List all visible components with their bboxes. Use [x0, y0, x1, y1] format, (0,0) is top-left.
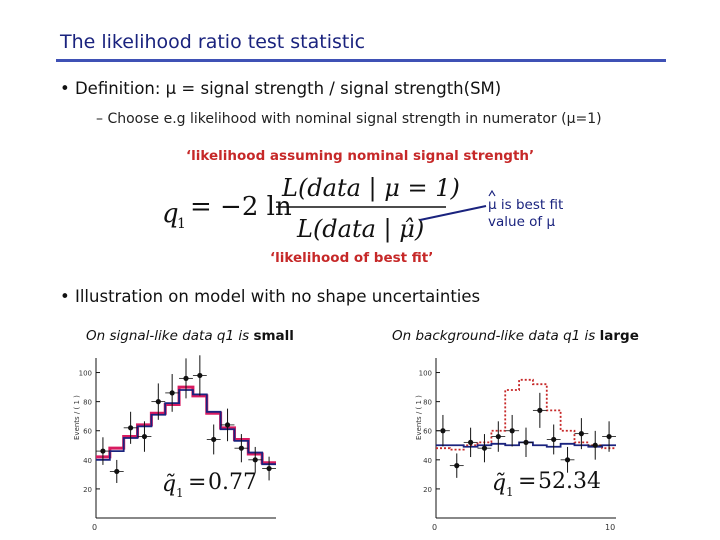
left-caption-text: On signal-like data q1 is [86, 328, 250, 344]
right-caption-emphasis: large [599, 328, 639, 344]
right-data-point [606, 433, 612, 440]
right-x-tick-0: 0 [432, 523, 437, 532]
definition-bullet: • Definition: μ = signal strength / sign… [60, 79, 502, 98]
formula-denominator: L(data | μ̂) [296, 215, 424, 244]
right-caption-text: On background-like data q1 is [392, 328, 596, 344]
formula-lhs-subscript: 1 [177, 216, 186, 232]
right-q-equals: = [518, 469, 536, 494]
left-q-subscript: 1 [176, 486, 184, 500]
right-data-point [509, 428, 515, 434]
right-data-point [564, 457, 571, 463]
right-q-value: 52.34 [538, 469, 601, 494]
left-y-tick-label: 20 [83, 486, 92, 494]
left-q-value: 0.77 [208, 470, 257, 495]
left-data-point [266, 465, 272, 472]
left-q-equals: = [188, 470, 206, 495]
right-y-tick-label: 80 [423, 399, 432, 407]
left-caption-emphasis: small [253, 328, 294, 344]
right-y-tick-label: 60 [423, 428, 432, 436]
left-y-tick-label: 60 [83, 428, 92, 436]
left-data-point [211, 436, 217, 443]
right-y-tick-label: 40 [423, 457, 432, 465]
right-data-point [468, 439, 474, 445]
mu-hat-caret [488, 189, 496, 197]
left-data-point [252, 457, 258, 463]
left-data-point [183, 375, 189, 381]
formula-equals-minus-two-ln: = −2 ln [190, 192, 292, 222]
left-q-tilde: q̃ [162, 472, 176, 497]
right-y-axis-label: Events / ( 1 ) [415, 395, 423, 440]
right-y-tick-label: 100 [419, 370, 432, 378]
mu-hat-annotation: μ is best fit value of μ [488, 197, 563, 231]
denominator-label: ‘likelihood of best fit’ [270, 250, 434, 266]
title-underline [56, 59, 666, 62]
right-plot-caption: On background-like data q1 is large [392, 328, 639, 344]
left-y-tick-label: 100 [79, 370, 92, 378]
right-data-point [481, 445, 488, 451]
left-y-axis-label: Events / ( 1 ) [73, 395, 81, 440]
right-model-curve [436, 378, 616, 451]
right-data-point [454, 463, 460, 469]
left-fit-curve [96, 389, 276, 466]
formula-lhs: q [162, 199, 179, 229]
mu-hat-line-1: μ is best fit [488, 197, 564, 213]
left-data-point [100, 448, 106, 454]
right-data-point [537, 407, 543, 413]
choose-sub-bullet: – Choose e.g likelihood with nominal sig… [96, 111, 602, 127]
left-y-tick-label: 40 [83, 457, 92, 465]
left-x-tick-0: 0 [92, 523, 97, 532]
mu-hat-line-2: value of μ [488, 214, 556, 230]
right-q-tilde: q̃ [492, 471, 506, 496]
right-data-point [592, 442, 598, 448]
right-data-point [440, 428, 446, 434]
left-plot-caption: On signal-like data q1 is small [86, 328, 294, 344]
left-data-point [238, 445, 244, 451]
left-histogram: Events / ( 1 ) 0 100 80 60 40 20 [73, 355, 276, 532]
right-data-point [578, 431, 584, 437]
left-y-tick-label: 80 [83, 399, 92, 407]
left-data-point [141, 433, 148, 440]
illustration-bullet: • Illustration on model with no shape un… [60, 287, 481, 306]
left-data-point [155, 399, 161, 405]
right-q-subscript: 1 [506, 485, 514, 499]
right-data-point [523, 439, 529, 445]
slide-title: The likelihood ratio test statistic [60, 31, 366, 53]
mu-hat-pointer-line [419, 205, 487, 221]
left-data-point [169, 390, 175, 396]
right-data-point [495, 433, 501, 440]
right-data-point [551, 436, 557, 443]
left-data-point [197, 372, 203, 379]
left-data-point [224, 422, 231, 428]
left-data-point [114, 468, 120, 475]
right-histogram: Events / ( 1 ) 0 10 100 80 60 40 20 [415, 358, 616, 532]
right-x-tick-10: 10 [605, 523, 615, 532]
left-data-point [128, 425, 134, 431]
formula-numerator: L(data | μ = 1) [281, 174, 460, 203]
right-y-tick-label: 20 [423, 486, 432, 494]
numerator-label: ‘likelihood assuming nominal signal stre… [186, 148, 535, 164]
